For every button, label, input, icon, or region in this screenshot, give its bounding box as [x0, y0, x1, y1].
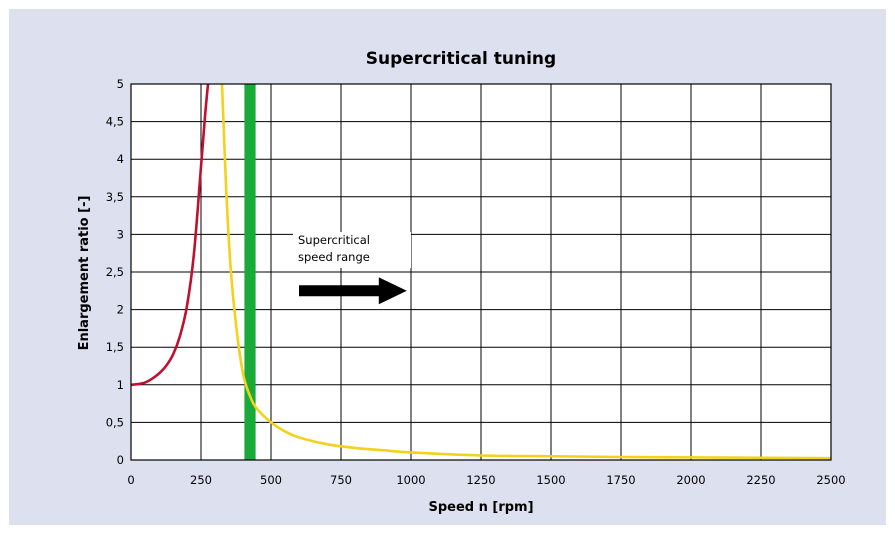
y-tick-label: 1,5 [106, 340, 124, 354]
series-line-1 [130, 83, 210, 387]
chart-svg: Supercritical tuning Supercritical speed… [77, 49, 846, 515]
y-tick-label: 0 [117, 453, 124, 467]
annotation-label-bg [293, 232, 411, 268]
chart-panel: Supercritical tuning Supercritical speed… [9, 9, 886, 525]
x-tick-label: 0 [127, 473, 134, 487]
x-tick-label: 2250 [746, 473, 775, 487]
y-tick-label: 2 [117, 303, 124, 317]
x-tick-label: 250 [190, 473, 212, 487]
x-tick-labels: 0 250 500 750 1000 1250 1500 1750 2000 2250 2500 [127, 473, 845, 487]
series-line-2 [220, 83, 832, 460]
y-tick-label: 2,5 [106, 265, 124, 279]
grid [131, 84, 831, 460]
y-tick-label: 1 [117, 378, 124, 392]
annotation-line-2: speed range [298, 250, 370, 264]
y-tick-label: 3,5 [106, 190, 124, 204]
critical-speed-band [244, 84, 256, 460]
y-axis-title: Enlargement ratio [-] [77, 196, 92, 351]
x-axis-title: Speed n [rpm] [428, 500, 533, 515]
series-layer [130, 83, 832, 460]
y-tick-label: 4 [117, 152, 124, 166]
x-tick-label: 1750 [606, 473, 635, 487]
annotation-layer: Supercritical speed range [293, 232, 411, 305]
y-tick-label: 4,5 [106, 115, 124, 129]
annotation-line-1: Supercritical [298, 233, 370, 247]
x-tick-label: 2500 [816, 473, 845, 487]
x-tick-label: 1000 [396, 473, 425, 487]
chart-title: Supercritical tuning [366, 49, 556, 69]
highlight-band-layer [244, 84, 256, 460]
x-tick-label: 750 [330, 473, 352, 487]
x-tick-label: 500 [260, 473, 282, 487]
y-tick-label: 3 [117, 227, 124, 241]
plot-frame [130, 83, 832, 461]
x-tick-label: 2000 [676, 473, 705, 487]
supercritical-arrow [299, 277, 407, 305]
x-tick-label: 1250 [466, 473, 495, 487]
y-tick-label: 5 [117, 77, 124, 91]
y-tick-labels: 0 0,5 1 1,5 2 2,5 3 3,5 4 4,5 5 [106, 77, 124, 467]
x-tick-label: 1500 [536, 473, 565, 487]
y-tick-label: 0,5 [106, 415, 124, 429]
